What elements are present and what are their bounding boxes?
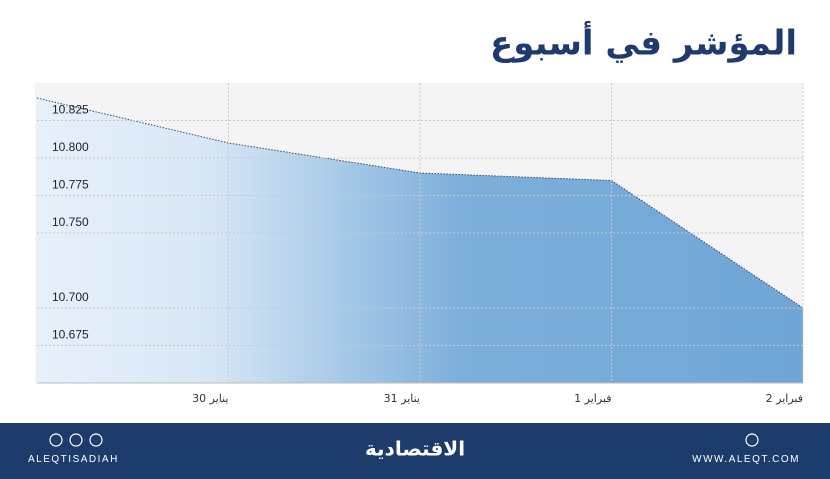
plot: 10.675 10.700 10.750 10.775 10.800 10.825 30 ي…: [36, 83, 804, 405]
y-tick-label: 10.775: [52, 178, 89, 192]
y-tick-label: 10.700: [52, 290, 89, 304]
x-tick-label: 31 يناير: [384, 392, 420, 405]
x-tick-label: 2 فبراير: [766, 392, 803, 405]
social-icons: [49, 433, 759, 447]
x-tick-label: 1 فبراير: [574, 392, 611, 405]
chart-title: المؤشر في أسبوع: [490, 21, 797, 64]
footer-bar: [0, 423, 830, 479]
footer-url: WWW.ALEQT.COM: [692, 454, 800, 465]
y-tick-label: 10.825: [52, 103, 89, 117]
footer-handle: ALEQTISADIAH: [28, 454, 119, 465]
y-tick-label: 10.675: [52, 328, 89, 342]
x-tick-label: 30 يناير: [192, 392, 228, 405]
y-tick-label: 10.800: [52, 140, 89, 154]
y-tick-label: 10.750: [52, 215, 89, 229]
footer-logo: الاقتصادية: [365, 437, 465, 461]
